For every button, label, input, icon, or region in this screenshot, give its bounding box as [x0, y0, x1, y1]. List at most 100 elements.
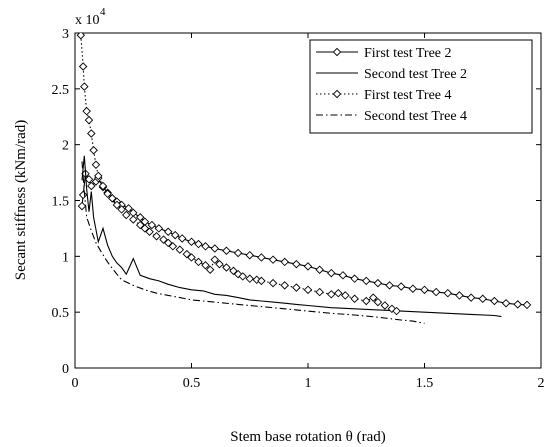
data-point	[513, 300, 522, 309]
data-point	[177, 234, 187, 243]
data-point	[76, 33, 86, 40]
series-4	[81, 161, 425, 324]
data-point	[315, 265, 324, 274]
legend-marker	[332, 89, 342, 99]
data-point	[501, 298, 511, 308]
data-point	[292, 283, 301, 292]
data-point	[129, 215, 138, 224]
data-point	[91, 160, 101, 170]
data-point	[431, 287, 441, 297]
legend-label: First test Tree 2	[364, 46, 452, 61]
data-point	[187, 253, 196, 262]
data-point	[303, 285, 313, 295]
series-1	[77, 169, 532, 310]
data-point	[145, 227, 154, 237]
data-point	[103, 189, 112, 199]
x-tick-label: 0.5	[183, 376, 201, 391]
data-point	[238, 272, 247, 281]
data-point	[380, 301, 390, 310]
data-point	[87, 181, 96, 191]
data-point	[201, 242, 210, 251]
axis-ticks: 0 0.5 1 1.5 2 0 0.5 1 1.5 2 2.5 3	[52, 27, 545, 391]
series-line	[81, 161, 425, 324]
data-point	[362, 276, 371, 286]
x-tick-label: 1.5	[416, 376, 434, 391]
data-point	[280, 257, 289, 267]
data-point	[163, 238, 173, 248]
data-point	[84, 115, 94, 125]
y-multiplier-exponent: 4	[100, 6, 106, 18]
legend-label: First test Tree 4	[364, 88, 452, 103]
data-point	[87, 129, 96, 138]
x-tick-label: 2	[538, 376, 545, 391]
data-point	[201, 261, 210, 270]
data-point	[168, 242, 178, 251]
data-point	[205, 265, 215, 274]
series-2	[81, 155, 502, 318]
y-tick-label: 0	[62, 362, 69, 377]
data-point	[443, 288, 453, 298]
data-point	[245, 274, 254, 283]
data-point	[233, 248, 243, 258]
legend: First test Tree 2 Second test Tree 2 First…	[309, 39, 533, 134]
data-point	[229, 266, 238, 276]
data-point	[136, 220, 145, 230]
data-point	[108, 194, 117, 203]
data-point	[147, 220, 157, 230]
data-point	[408, 284, 418, 293]
data-point	[341, 291, 350, 300]
data-point	[194, 239, 203, 249]
data-point	[182, 249, 192, 259]
data-point	[455, 291, 464, 300]
data-point	[222, 246, 231, 255]
data-point	[327, 268, 336, 278]
data-point	[122, 210, 131, 220]
data-point	[420, 285, 429, 295]
data-point	[194, 257, 203, 267]
y-tick-label: 3	[62, 27, 69, 42]
data-point	[338, 271, 348, 280]
data-point	[175, 245, 185, 254]
data-point	[257, 276, 266, 286]
legend-label: Second test Tree 4	[364, 109, 467, 124]
series-layer	[76, 33, 532, 324]
series-line	[81, 155, 502, 318]
data-point	[350, 274, 359, 283]
data-point	[215, 259, 224, 269]
data-point	[78, 62, 88, 71]
data-point	[163, 227, 173, 237]
data-point	[385, 281, 394, 290]
data-point	[387, 304, 397, 314]
y-tick-label: 2.5	[52, 83, 70, 98]
data-point	[490, 296, 499, 306]
y-tick-label: 0.5	[52, 306, 70, 321]
data-point	[478, 294, 487, 304]
data-point	[89, 146, 98, 155]
data-point	[210, 255, 220, 264]
data-point	[315, 287, 324, 297]
data-point	[362, 296, 371, 306]
data-point	[257, 253, 266, 262]
y-tick-label: 1.5	[52, 195, 70, 210]
data-point	[94, 171, 103, 181]
data-point	[170, 230, 180, 240]
data-point	[268, 255, 278, 264]
data-point	[466, 293, 476, 302]
data-point	[334, 288, 343, 298]
data-point	[154, 224, 164, 233]
data-point	[292, 259, 301, 269]
data-point	[373, 278, 383, 288]
data-point	[140, 224, 150, 233]
data-point	[280, 281, 289, 290]
legend-items: First test Tree 2 Second test Tree 2 First…	[316, 46, 467, 124]
x-axis-label: Stem base rotation θ (rad)	[230, 429, 385, 445]
series-3	[76, 33, 401, 316]
data-point	[84, 175, 94, 184]
data-point	[80, 82, 89, 91]
x-tick-label: 0	[72, 376, 79, 391]
data-point	[392, 306, 401, 316]
data-point	[373, 297, 383, 307]
y-multiplier-label: x 10	[75, 13, 100, 28]
data-point	[77, 201, 87, 211]
